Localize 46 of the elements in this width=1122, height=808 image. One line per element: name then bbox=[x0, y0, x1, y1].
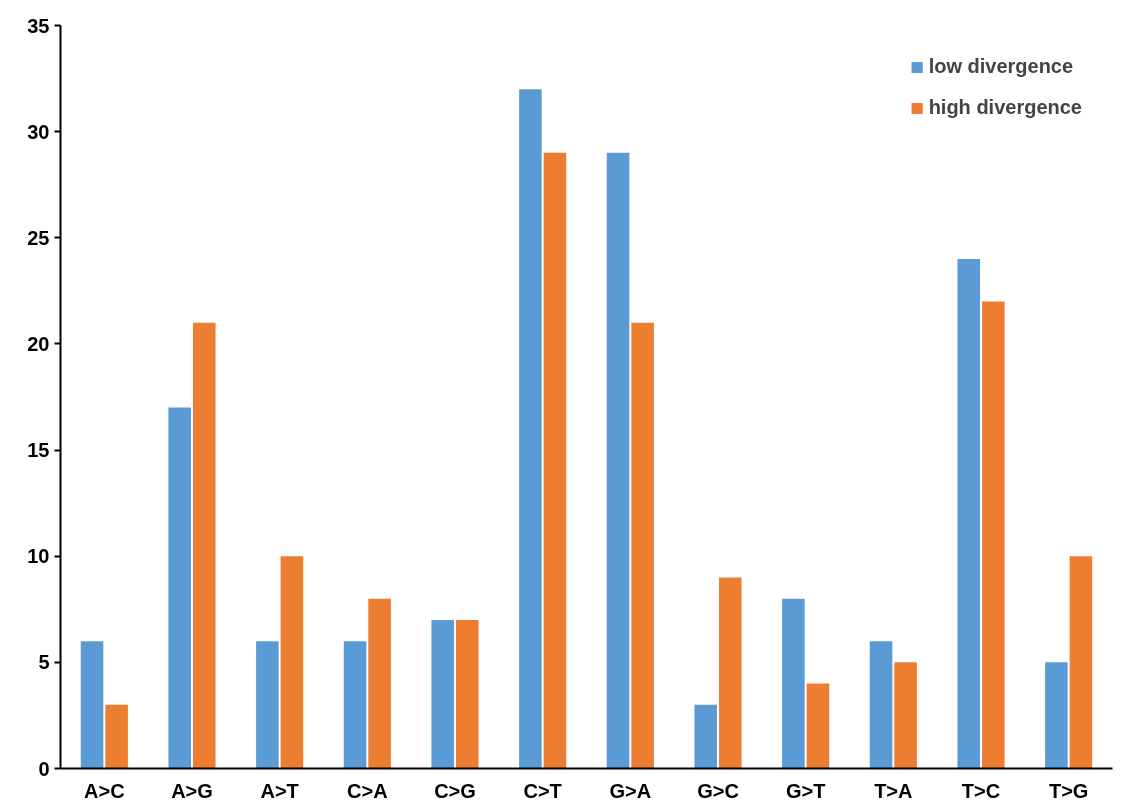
bar bbox=[806, 683, 830, 769]
bar bbox=[455, 619, 479, 769]
bar bbox=[718, 577, 742, 769]
y-tick-label: 30 bbox=[27, 120, 50, 143]
x-tick-label: G>C bbox=[697, 779, 739, 802]
x-tick-label: C>A bbox=[347, 779, 388, 802]
y-tick-label: 15 bbox=[27, 439, 50, 462]
x-tick-label: C>T bbox=[523, 779, 562, 802]
y-tick-label: 20 bbox=[27, 332, 50, 355]
bar bbox=[1045, 662, 1068, 769]
x-tick-label: T>G bbox=[1048, 779, 1089, 802]
y-tick-label: 5 bbox=[38, 651, 50, 674]
bar bbox=[869, 641, 893, 769]
x-tick-label: T>C bbox=[961, 779, 1001, 802]
y-tick-label: 10 bbox=[27, 545, 50, 568]
bar bbox=[343, 641, 367, 769]
x-tick-label: A>T bbox=[260, 779, 299, 802]
bar bbox=[694, 704, 718, 769]
bar bbox=[105, 704, 128, 769]
x-tick-label: C>G bbox=[434, 779, 476, 802]
bar bbox=[981, 301, 1005, 769]
legend-label: low divergence bbox=[928, 55, 1074, 78]
bar bbox=[192, 322, 216, 769]
bar bbox=[431, 619, 455, 769]
x-tick-label: A>C bbox=[84, 779, 125, 802]
bar bbox=[631, 322, 654, 769]
bar bbox=[957, 259, 981, 769]
bar bbox=[782, 598, 805, 769]
legend-label: high divergence bbox=[928, 96, 1082, 119]
bar bbox=[606, 152, 630, 769]
x-tick-label: A>G bbox=[171, 779, 213, 802]
bar bbox=[519, 89, 542, 769]
bar bbox=[256, 641, 279, 769]
bar bbox=[168, 407, 192, 769]
bar bbox=[543, 152, 567, 769]
y-tick-label: 0 bbox=[38, 757, 50, 780]
bar bbox=[280, 556, 304, 769]
x-tick-label: G>T bbox=[785, 779, 826, 802]
bar bbox=[80, 641, 104, 769]
bar bbox=[894, 662, 917, 769]
x-tick-label: G>A bbox=[609, 779, 652, 802]
y-tick-label: 35 bbox=[27, 14, 50, 37]
x-tick-label: T>A bbox=[874, 779, 913, 802]
y-tick-label: 25 bbox=[27, 226, 50, 249]
bar bbox=[368, 598, 391, 769]
bar bbox=[1069, 556, 1093, 769]
